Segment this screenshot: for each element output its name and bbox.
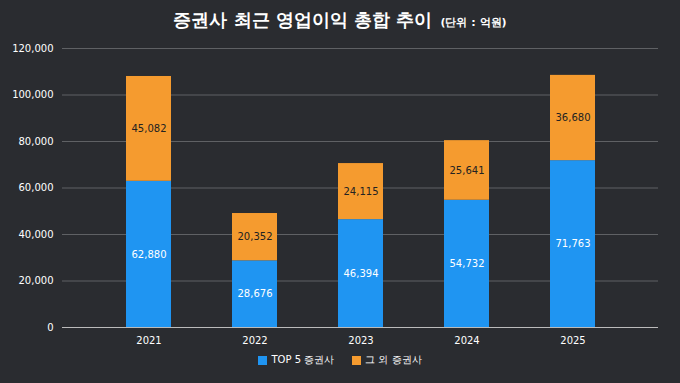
svg-text:2022: 2022 xyxy=(242,335,267,346)
svg-text:2023: 2023 xyxy=(348,335,373,346)
svg-text:24,115: 24,115 xyxy=(344,186,379,197)
html-text:증권사 최근 영업이익 총합 추이 (단위 : 억원): 증권사 최근 영업이익 총합 추이 (단위 : 억원) xyxy=(173,9,507,30)
svg-text:36,680: 36,680 xyxy=(556,112,591,123)
html-text:TOP 5 증권사: TOP 5 증권사 xyxy=(271,354,335,365)
svg-text:80,000: 80,000 xyxy=(19,136,54,147)
svg-text:2024: 2024 xyxy=(454,335,479,346)
svg-text:60,000: 60,000 xyxy=(19,182,54,193)
svg-text:45,082: 45,082 xyxy=(132,123,167,134)
svg-text:28,676: 28,676 xyxy=(238,288,273,299)
svg-text:25,641: 25,641 xyxy=(450,165,485,176)
svg-text:62,880: 62,880 xyxy=(132,249,167,260)
svg-text:40,000: 40,000 xyxy=(19,229,54,240)
svg-text:0: 0 xyxy=(47,322,53,333)
svg-text:71,763: 71,763 xyxy=(556,238,591,249)
svg-text:120,000: 120,000 xyxy=(12,43,53,54)
svg-text:20,352: 20,352 xyxy=(238,231,273,242)
html-text:그 외 증권사: 그 외 증권사 xyxy=(365,354,422,365)
svg-text:100,000: 100,000 xyxy=(12,89,53,100)
svg-text:54,732: 54,732 xyxy=(450,258,485,269)
svg-text:2025: 2025 xyxy=(560,335,585,346)
svg-text:20,000: 20,000 xyxy=(19,275,54,286)
svg-text:2021: 2021 xyxy=(136,335,161,346)
svg-text:46,394: 46,394 xyxy=(344,268,379,279)
